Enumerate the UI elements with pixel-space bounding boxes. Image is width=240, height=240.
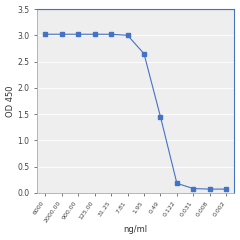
Y-axis label: OD 450: OD 450 (6, 85, 15, 117)
X-axis label: ng/ml: ng/ml (124, 225, 148, 234)
